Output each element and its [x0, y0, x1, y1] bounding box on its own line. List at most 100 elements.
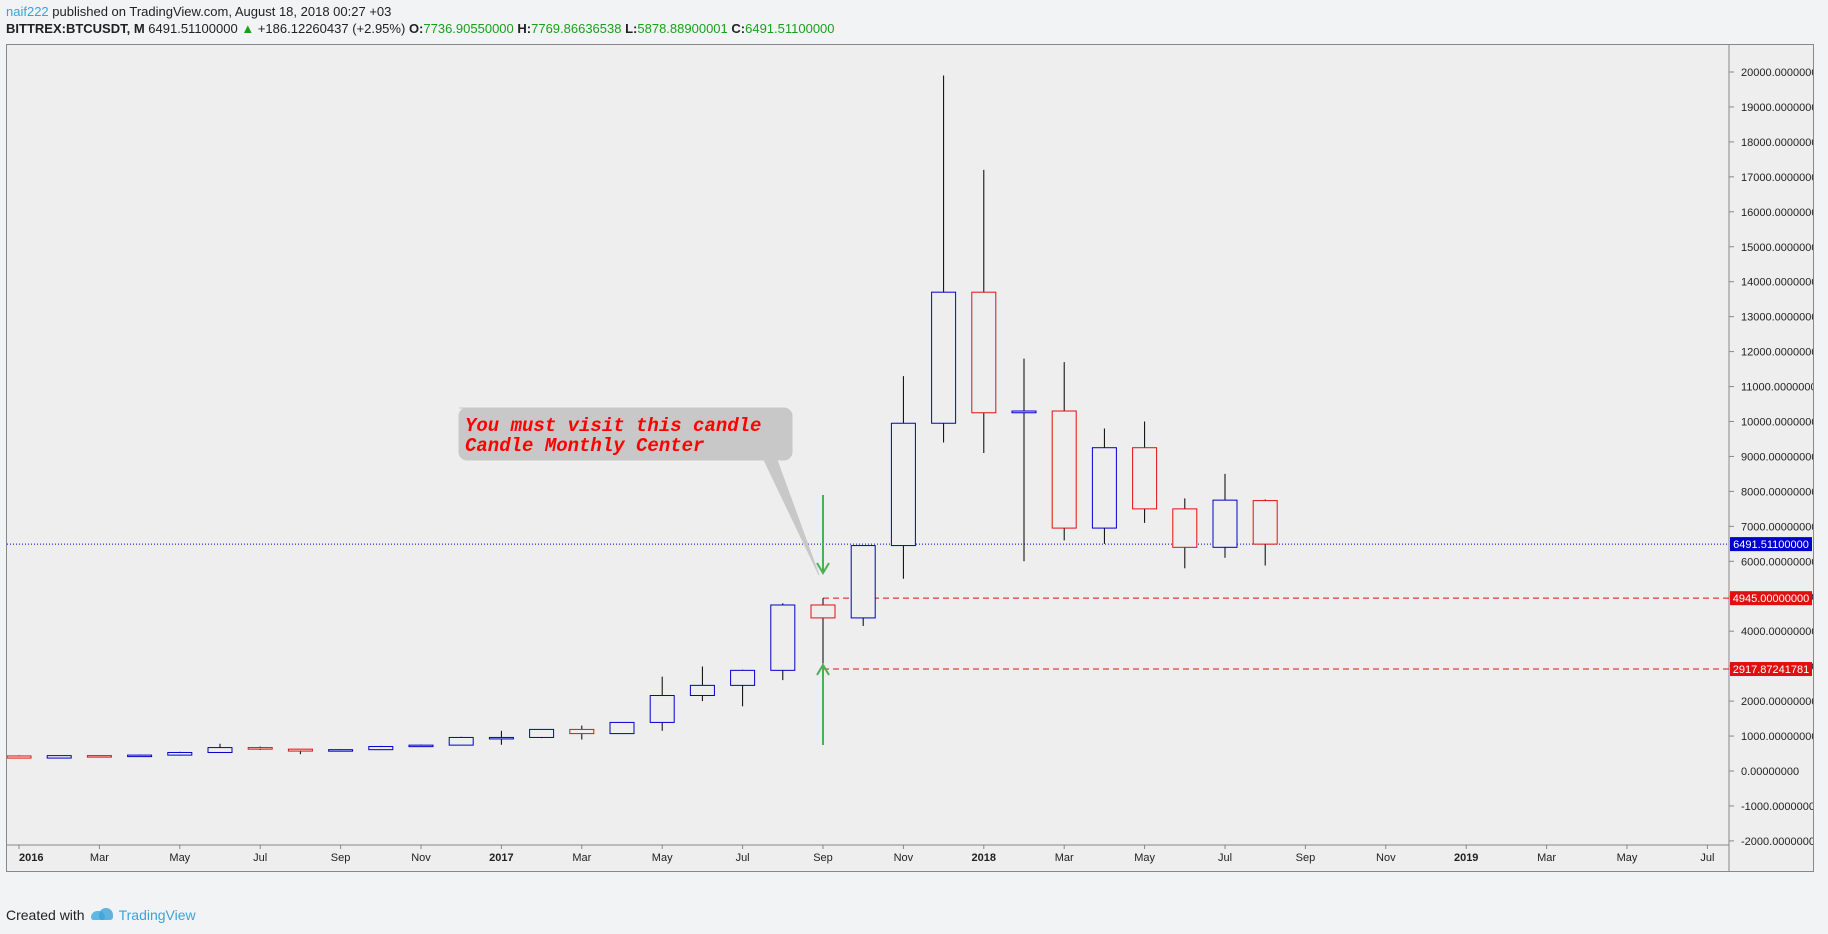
candle-down: [1132, 421, 1158, 523]
ohlc-legend: BITTREX:BTCUSDT, M 6491.51100000 ▲ +186.…: [6, 21, 835, 36]
open-label: O:: [408, 21, 424, 36]
y-tick-label: 12000.00000000: [1741, 347, 1813, 359]
y-tick-label: 19000.00000000: [1741, 102, 1813, 114]
y-tick-label: 14000.00000000: [1741, 277, 1813, 289]
close-label: C:: [731, 21, 746, 36]
up-arrow-head: [816, 663, 830, 676]
x-tick-label: 2016: [19, 852, 43, 864]
candle-up: [689, 666, 715, 702]
x-tick-label: May: [1134, 852, 1155, 864]
candle-body: [890, 422, 916, 547]
candle-up: [931, 75, 957, 443]
candle-up: [448, 736, 474, 746]
candle-body: [1212, 499, 1238, 548]
x-tick-label: Mar: [1055, 852, 1074, 864]
annotation-callout: [458, 407, 820, 576]
y-tick-label: 4000.00000000: [1741, 626, 1813, 638]
candle-down: [247, 746, 273, 751]
y-tick-label: 13000.00000000: [1741, 312, 1813, 324]
candle-body: [1011, 410, 1037, 414]
candle-down: [1252, 499, 1278, 566]
candle-body: [1132, 447, 1158, 510]
candle-body: [1172, 508, 1198, 548]
y-tick-label: 10000.00000000: [1741, 417, 1813, 429]
x-tick-label: May: [169, 852, 190, 864]
candle-up: [730, 669, 756, 707]
close-value: 6491.51100000: [745, 21, 835, 36]
candle-down: [1172, 498, 1198, 569]
y-tick-label: 20000.00000000: [1741, 67, 1813, 79]
candle-down: [810, 598, 836, 670]
tradingview-link[interactable]: TradingView: [118, 907, 196, 923]
y-tick-label: 6000.00000000: [1741, 556, 1813, 568]
low-label: L:: [625, 21, 638, 36]
x-tick-label: 2017: [489, 852, 513, 864]
x-tick-label: Mar: [1537, 852, 1556, 864]
candle-up: [890, 376, 916, 579]
high-label: H:: [517, 21, 532, 36]
up-arrow-icon: ▲: [241, 21, 255, 36]
x-tick-label: Nov: [1376, 852, 1396, 864]
created-with-text: Created with: [6, 907, 85, 923]
current-price-tag: [1730, 537, 1812, 552]
candle-up: [529, 728, 555, 739]
level-label: 4945.00000000: [1733, 593, 1809, 605]
y-tick-label: 11000.00000000: [1741, 382, 1813, 394]
candle-body: [1051, 410, 1077, 529]
candle-body: [7, 755, 32, 759]
candle-up: [1212, 473, 1238, 558]
current-price-label: 6491.51100000: [1733, 539, 1809, 551]
candle-down: [86, 755, 112, 758]
x-tick-label: Sep: [813, 852, 833, 864]
candle-body: [850, 545, 876, 619]
candle-up: [609, 721, 635, 735]
annotation-text-line: You must visit this candle: [465, 415, 761, 437]
y-tick-label: 0.00000000: [1741, 766, 1799, 778]
x-tick-label: Jul: [736, 852, 750, 864]
last-price: 6491.51100000: [148, 21, 238, 36]
candle-body: [649, 695, 675, 723]
candle-body: [247, 747, 273, 750]
candle-body: [287, 748, 313, 752]
footer: Created with TradingView: [6, 907, 196, 923]
author-link[interactable]: naif222: [6, 4, 49, 19]
symbol-label: BITTREX:BTCUSDT, M: [6, 21, 145, 36]
y-tick-label: 16000.00000000: [1741, 207, 1813, 219]
x-tick-label: 2018: [972, 852, 996, 864]
level-tag: [1730, 591, 1812, 606]
candle-body: [46, 755, 72, 759]
candle-body: [770, 604, 796, 671]
x-tick-label: 2019: [1454, 852, 1478, 864]
candle-body: [1252, 500, 1278, 545]
candle-up: [770, 603, 796, 681]
x-tick-label: Nov: [411, 852, 431, 864]
level-label: 2917.87241781: [1733, 664, 1809, 676]
candle-up: [207, 743, 233, 753]
y-tick-label: -2000.00000000: [1741, 836, 1813, 848]
candle-body: [488, 736, 514, 740]
candle-up: [850, 545, 876, 626]
x-tick-label: Mar: [572, 852, 591, 864]
x-tick-label: Nov: [894, 852, 914, 864]
open-value: 7736.90550000: [423, 21, 514, 36]
candle-body: [167, 751, 193, 756]
candle-body: [689, 684, 715, 697]
candle-up: [1091, 428, 1117, 544]
annotation-text-line: Candle Monthly Center: [465, 435, 705, 457]
high-value: 7769.86636538: [531, 21, 622, 36]
candle-body: [448, 736, 474, 746]
candle-up: [328, 749, 354, 752]
candle-body: [569, 728, 595, 735]
candle-up: [368, 745, 394, 751]
candle-body: [810, 604, 836, 619]
candlestick-chart[interactable]: 20000.00000000 19000.00000000 18000.000000…: [7, 45, 1813, 871]
candle-up: [488, 730, 514, 745]
candle-up: [408, 744, 434, 748]
x-tick-label: Jul: [253, 852, 267, 864]
candle-body: [609, 721, 635, 735]
price-change: +186.12260437 (+2.95%): [257, 21, 406, 36]
candle-body: [931, 291, 957, 424]
y-tick-label: 15000.00000000: [1741, 242, 1813, 254]
chart-frame[interactable]: 20000.00000000 19000.00000000 18000.000000…: [6, 44, 1814, 872]
candle-body: [971, 291, 997, 414]
